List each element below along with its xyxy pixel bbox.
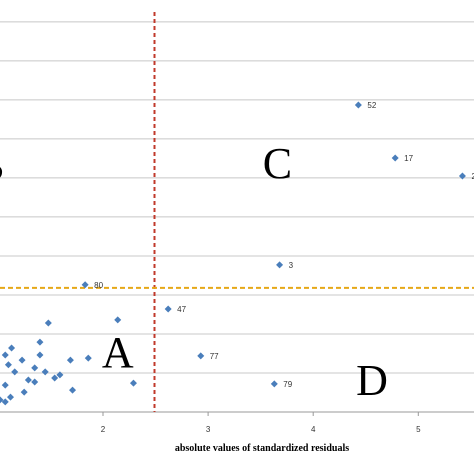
point (84, 354, 92, 362)
region-label: C (263, 139, 292, 188)
point-label: 2 (471, 172, 474, 181)
region-label: B (0, 141, 4, 190)
x-tick-label: 5 (416, 425, 421, 434)
point (270, 380, 278, 388)
point-label: 77 (210, 352, 219, 361)
x-axis-label: absolute values of standardized residual… (175, 443, 349, 454)
x-tick-label: 3 (206, 425, 211, 434)
point (24, 376, 32, 384)
point (7, 393, 15, 401)
point (1, 381, 9, 389)
point-label: 17 (404, 154, 413, 163)
point (44, 319, 52, 327)
point-label: 52 (367, 101, 376, 110)
point (391, 154, 399, 162)
point (36, 351, 44, 359)
point (69, 386, 77, 394)
x-tick-label: 2 (101, 425, 106, 434)
point (36, 338, 44, 346)
point (354, 101, 362, 109)
point (164, 305, 172, 313)
point (0, 396, 4, 404)
point (51, 374, 59, 382)
point-label: 80 (94, 281, 103, 290)
point (276, 261, 284, 269)
point (1, 351, 9, 359)
point (81, 281, 89, 289)
region-label: D (356, 356, 388, 405)
point (4, 361, 12, 369)
point (56, 371, 64, 379)
point (458, 172, 466, 180)
point (129, 379, 137, 387)
point (20, 388, 28, 396)
point-label: 79 (283, 380, 292, 389)
point (31, 378, 39, 386)
point (41, 368, 49, 376)
point (66, 356, 74, 364)
point-label: 3 (289, 261, 294, 270)
point-label: 47 (177, 305, 186, 314)
point (31, 364, 39, 372)
point (197, 352, 205, 360)
point (1, 398, 9, 406)
x-tick-label: 4 (311, 425, 316, 434)
region-label: A (102, 328, 134, 377)
point (8, 344, 16, 352)
point (114, 316, 122, 324)
point (11, 368, 19, 376)
point (18, 356, 26, 364)
